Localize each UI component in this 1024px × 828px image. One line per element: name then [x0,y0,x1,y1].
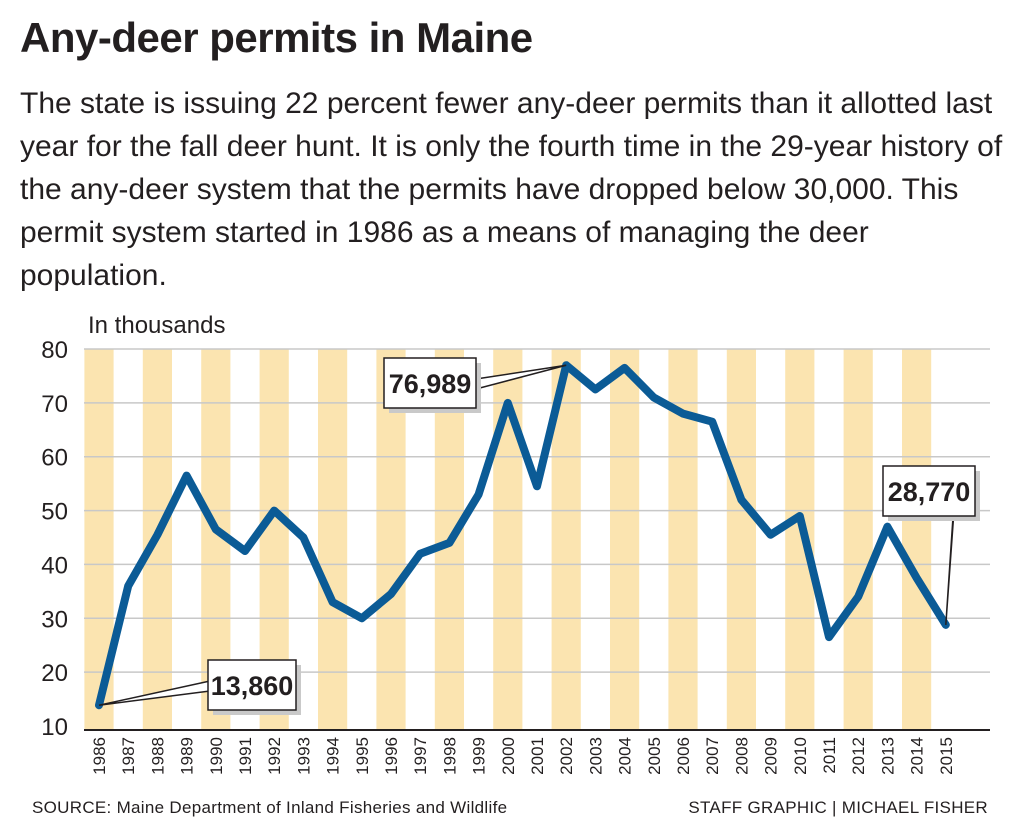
x-tick-label-1996: 1996 [382,737,401,775]
x-tick-label-2001: 2001 [528,737,547,775]
callout-label-2015: 28,770 [888,477,971,507]
x-tick-label-2002: 2002 [557,737,576,775]
callout-leader-1986 [98,680,211,706]
x-tick-label-2007: 2007 [703,737,722,775]
x-tick-label-2010: 2010 [791,737,810,775]
staff-credit: STAFF GRAPHIC | MICHAEL FISHER [688,798,988,817]
x-tick-label-1986: 1986 [90,737,109,775]
x-tick-label-1995: 1995 [353,737,372,775]
x-tick-label-2003: 2003 [586,737,605,775]
x-tick-label-2014: 2014 [908,737,927,775]
chart-subtitle: The state is issuing 22 percent fewer an… [20,87,1003,292]
callout-label-1986: 13,860 [211,671,294,701]
callout-box-2002 [383,357,477,409]
y-axis-unit-label: In thousands [88,312,225,339]
x-tick-label-2004: 2004 [616,737,635,775]
permits-series-line [95,361,950,710]
x-tick-label-2008: 2008 [732,737,751,775]
year-stripe-1994 [318,349,348,730]
y-tick-label-80: 80 [41,337,68,364]
year-stripe-2004 [610,349,640,730]
year-stripe-2012 [843,349,873,730]
x-tick-label-2006: 2006 [674,737,693,775]
y-tick-label-50: 50 [41,499,68,526]
y-axis-ticks: 10 20 30 40 50 60 70 80 [41,337,68,741]
callout-2002: 76,989 [383,357,567,413]
x-tick-label-1991: 1991 [236,737,255,775]
x-tick-label-1987: 1987 [119,737,138,775]
y-tick-label-70: 70 [41,391,68,418]
y-tick-label-10: 10 [41,714,68,741]
callout-box-2015 [882,465,976,517]
callouts: 13,860 76,989 28,770 [98,357,980,715]
callout-box-1986 [207,659,297,711]
y-tick-label-30: 30 [41,606,68,633]
x-tick-label-1992: 1992 [265,737,284,775]
x-tick-label-1993: 1993 [294,737,313,775]
x-tick-label-1988: 1988 [148,737,167,775]
x-tick-label-1998: 1998 [440,737,459,775]
callout-2015: 28,770 [882,465,980,625]
x-tick-label-2012: 2012 [849,737,868,775]
x-tick-label-1989: 1989 [178,737,197,775]
callout-label-2002: 76,989 [389,369,472,399]
callout-leader-2002 [475,364,567,390]
x-tick-label-2009: 2009 [762,737,781,775]
chart-title: Any-deer permits in Maine [20,14,533,61]
x-axis-ticks: 1986 1987 1988 1989 1990 1991 1992 1993 1994 1995… [90,737,956,775]
callout-leader-2015 [945,486,956,625]
source-note: SOURCE: Maine Department of Inland Fishe… [32,798,508,817]
x-tick-label-2013: 2013 [878,737,897,775]
x-tick-label-1997: 1997 [411,737,430,775]
x-tick-label-1990: 1990 [207,737,226,775]
y-tick-label-60: 60 [41,445,68,472]
x-tick-label-2015: 2015 [937,737,956,775]
y-tick-label-40: 40 [41,552,68,579]
x-tick-label-2011: 2011 [820,737,839,774]
x-tick-label-1999: 1999 [470,737,489,775]
x-tick-label-2000: 2000 [499,737,518,775]
x-tick-label-2005: 2005 [645,737,664,775]
year-stripe-2014 [902,349,932,730]
x-tick-label-1994: 1994 [324,737,343,775]
y-tick-label-20: 20 [41,660,68,687]
callout-1986: 13,860 [98,659,301,715]
year-stripe-2008 [726,349,756,730]
